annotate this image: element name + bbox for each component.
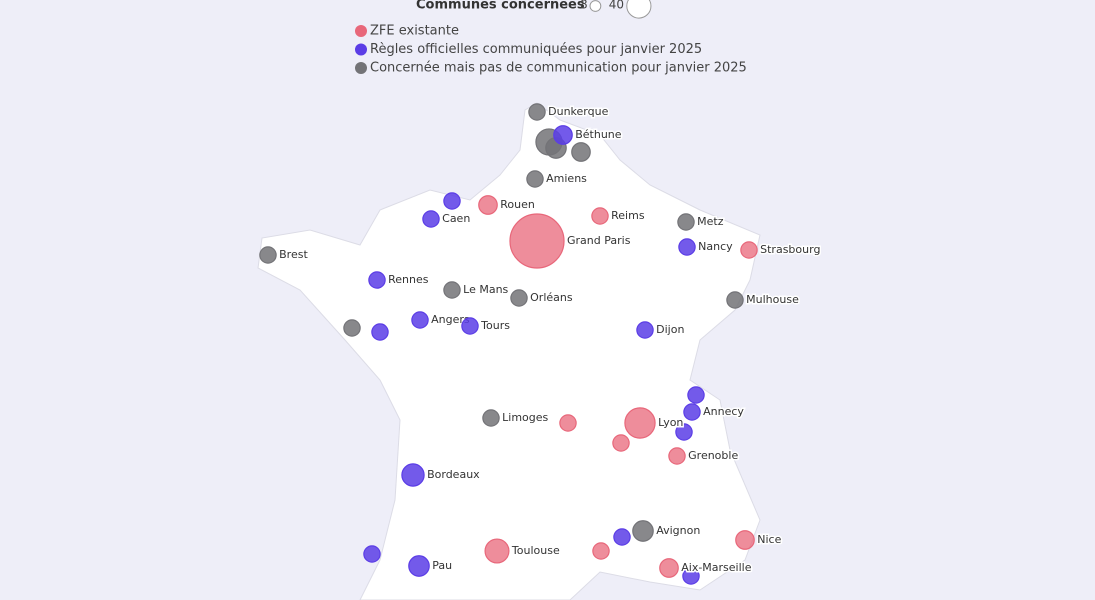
bubble [571, 142, 591, 162]
city-label: Annecy [703, 405, 744, 418]
bubble [526, 170, 544, 188]
city-label: Limoges [502, 411, 548, 424]
bubble [443, 281, 461, 299]
bubble [687, 386, 705, 404]
legend-label: Concernée mais pas de communication pour… [370, 61, 747, 76]
city-label: Rouen [500, 198, 535, 211]
bubble [559, 414, 577, 432]
bubble [591, 207, 609, 225]
city-label: Tours [480, 319, 510, 332]
bubble [422, 210, 440, 228]
bubble [443, 192, 461, 210]
city-label: Bordeaux [427, 468, 480, 481]
size-legend-circle [589, 0, 602, 12]
city-label: Toulouse [511, 544, 560, 557]
city-label: Rennes [388, 273, 429, 286]
city-label: Aix-Marseille [681, 561, 751, 574]
bubble [528, 103, 546, 121]
bubble [613, 528, 631, 546]
bubble [677, 213, 695, 231]
bubble [632, 520, 654, 542]
city-label: Reims [611, 209, 645, 222]
bubble [478, 195, 498, 215]
bubble [636, 321, 654, 339]
size-legend-title: Communes concernées [416, 0, 585, 13]
size-legend-value: 40 [609, 0, 624, 12]
layer: 8 40 ZFE existante Règles officielles commu… [259, 0, 822, 585]
city-label: Metz [697, 215, 724, 228]
city-label: Angers [431, 313, 470, 326]
city-label: Dijon [656, 323, 684, 336]
bubble [482, 409, 500, 427]
city-label: Grand Paris [567, 234, 631, 247]
legend-label: ZFE existante [370, 24, 459, 39]
france-outline [257, 102, 761, 600]
legend-label: Règles officielles communiquées pour jan… [370, 42, 702, 57]
bubble [371, 323, 389, 341]
size-legend-circle [626, 0, 652, 19]
legend-swatch [355, 43, 367, 56]
bubble [510, 289, 528, 307]
city-label: Lyon [658, 416, 683, 429]
bubble [682, 567, 700, 585]
legend-swatch [355, 62, 367, 74]
bubble [659, 558, 679, 578]
bubble [624, 407, 656, 439]
city-label: Nancy [698, 240, 733, 253]
city-label: Orléans [530, 291, 573, 304]
city-label: Caen [442, 212, 470, 225]
bubble [368, 271, 386, 289]
bubble [484, 538, 510, 564]
bubble [675, 423, 693, 441]
bubble [408, 555, 430, 577]
bubble [461, 317, 479, 335]
bubble [612, 434, 630, 452]
bubble [678, 238, 696, 256]
bubble [259, 246, 277, 264]
city-label: Strasbourg [760, 243, 820, 256]
legend-swatch [355, 25, 367, 37]
city-label: Amiens [546, 172, 587, 185]
bubble [592, 542, 610, 560]
bubble [683, 403, 701, 421]
bubble [726, 291, 744, 309]
bubble [401, 463, 425, 487]
city-label: Le Mans [463, 283, 508, 296]
bubble [343, 319, 361, 337]
city-label: Mulhouse [746, 293, 799, 306]
bubble [740, 241, 758, 259]
city-label: Grenoble [688, 449, 738, 462]
city-label: Avignon [656, 524, 700, 537]
bubble [509, 213, 565, 269]
size-legend-value: 8 [580, 0, 588, 12]
city-label: Brest [279, 248, 308, 261]
bubble [668, 447, 686, 465]
city-label: Dunkerque [548, 105, 608, 118]
city-label: Pau [432, 559, 452, 572]
bubble [553, 125, 573, 145]
city-label: Béthune [575, 128, 622, 141]
bubble [411, 311, 429, 329]
bubble [363, 545, 381, 563]
bubble [735, 530, 755, 550]
city-label: Nice [757, 533, 781, 546]
